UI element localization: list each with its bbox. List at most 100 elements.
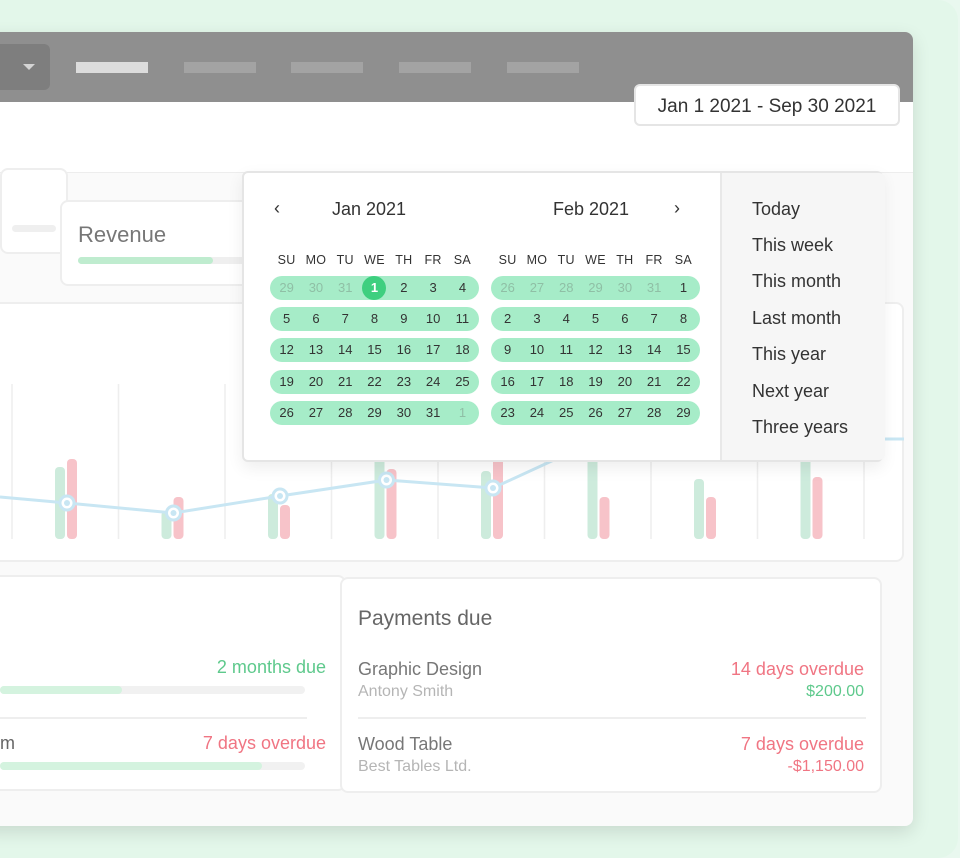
previous-month-button[interactable]: ‹ bbox=[274, 198, 280, 218]
calendar-day[interactable]: 31 bbox=[425, 404, 441, 420]
calendar-day[interactable]: 19 bbox=[279, 373, 294, 389]
payment-item-name[interactable]: Graphic Design bbox=[358, 659, 483, 679]
calendar-day[interactable]: 16 bbox=[500, 373, 515, 389]
preset-today[interactable]: Today bbox=[752, 199, 801, 219]
calendar-day[interactable]: 21 bbox=[338, 373, 353, 389]
selected-day[interactable]: 1 bbox=[360, 276, 389, 300]
calendar-day[interactable]: 3 bbox=[429, 280, 437, 295]
calendar-day[interactable]: 23 bbox=[500, 404, 515, 420]
nav-item[interactable] bbox=[184, 62, 256, 73]
weekday-label: MO bbox=[305, 253, 327, 267]
calendar-day[interactable]: 5 bbox=[283, 311, 291, 327]
calendar-day[interactable]: 19 bbox=[588, 373, 603, 389]
calendar-week-row: 5 6 7 8 9 10 11 bbox=[270, 307, 480, 332]
calendar-day[interactable]: 14 bbox=[338, 342, 353, 358]
calendar-day[interactable]: 29 bbox=[676, 404, 691, 420]
calendar-day[interactable]: 9 bbox=[504, 342, 512, 358]
calendar-day[interactable]: 4 bbox=[458, 280, 467, 295]
calendar-day[interactable]: 7 bbox=[650, 311, 658, 327]
calendar-day[interactable]: 27 bbox=[617, 404, 633, 420]
calendar-day[interactable]: 13 bbox=[617, 342, 633, 358]
calendar-day[interactable]: 27 bbox=[529, 280, 545, 295]
calendar-day[interactable]: 27 bbox=[308, 404, 324, 420]
calendar-day[interactable]: 22 bbox=[676, 373, 691, 389]
calendar-day[interactable]: 17 bbox=[425, 342, 441, 358]
calendar-day[interactable]: 13 bbox=[308, 342, 324, 358]
preset-this-month[interactable]: This month bbox=[752, 271, 842, 291]
calendar-day[interactable]: 4 bbox=[562, 311, 570, 327]
calendar-day[interactable]: 28 bbox=[338, 404, 353, 420]
calendar-day[interactable]: 24 bbox=[425, 373, 441, 389]
calendar-day[interactable]: 26 bbox=[279, 404, 294, 420]
date-range-button[interactable]: Jan 1 2021 - Sep 30 2021 bbox=[634, 84, 900, 126]
calendar-day[interactable]: 29 bbox=[588, 280, 603, 295]
calendar-day[interactable]: 5 bbox=[591, 311, 600, 327]
chart-bar-red bbox=[706, 497, 716, 539]
preset-next-year[interactable]: Next year bbox=[752, 381, 830, 401]
stat-card bbox=[0, 168, 68, 254]
calendar-day[interactable]: 9 bbox=[400, 311, 408, 327]
calendar-day[interactable]: 16 bbox=[396, 342, 412, 358]
calendar-day[interactable]: 23 bbox=[396, 373, 412, 389]
calendar-week-row: 23 24 25 26 27 28 29 bbox=[491, 400, 701, 425]
calendar-day[interactable]: 12 bbox=[588, 342, 603, 358]
calendar-day[interactable]: 25 bbox=[455, 373, 470, 389]
calendar-day[interactable]: 10 bbox=[529, 342, 545, 358]
calendar-day[interactable]: 17 bbox=[529, 373, 545, 389]
calendar-day[interactable]: 25 bbox=[559, 404, 574, 420]
weekday-label: FR bbox=[424, 253, 442, 267]
right-month-title: Feb 2021 bbox=[553, 199, 630, 219]
calendar-day[interactable]: 28 bbox=[646, 404, 662, 420]
calendar-day[interactable]: 6 bbox=[312, 311, 320, 327]
nav-item[interactable] bbox=[399, 62, 471, 73]
calendar-day[interactable]: 10 bbox=[425, 311, 441, 327]
calendar-day[interactable]: 7 bbox=[341, 311, 349, 327]
calendar-day[interactable]: 11 bbox=[455, 311, 470, 327]
calendar-day[interactable]: 2 bbox=[400, 280, 408, 295]
payments-title: Payments due bbox=[358, 607, 493, 630]
calendar-day[interactable]: 28 bbox=[559, 280, 574, 295]
calendar-day[interactable]: 31 bbox=[646, 280, 662, 295]
calendar-day[interactable]: 15 bbox=[367, 342, 382, 358]
workspace-dropdown[interactable] bbox=[0, 44, 50, 90]
preset-this-week[interactable]: This week bbox=[752, 235, 834, 255]
calendar-day[interactable]: 24 bbox=[529, 404, 545, 420]
weekday-label: TH bbox=[616, 253, 634, 267]
calendar-day[interactable]: 11 bbox=[559, 342, 573, 358]
calendar-day[interactable]: 15 bbox=[676, 342, 691, 358]
calendar-day[interactable]: 6 bbox=[621, 311, 629, 327]
calendar-day[interactable]: 1 bbox=[458, 404, 467, 420]
payment-item-name[interactable]: Wood Table bbox=[358, 734, 453, 754]
nav-item[interactable] bbox=[507, 62, 579, 73]
calendar-day[interactable]: 29 bbox=[279, 280, 294, 295]
calendar-day[interactable]: 18 bbox=[455, 342, 470, 358]
calendar-day[interactable]: 26 bbox=[588, 404, 603, 420]
calendar-day[interactable]: 22 bbox=[367, 373, 382, 389]
calendar-day[interactable]: 26 bbox=[500, 280, 515, 295]
calendar-day[interactable]: 1 bbox=[679, 280, 688, 295]
next-month-button[interactable]: › bbox=[674, 198, 680, 218]
weekday-label: WE bbox=[364, 253, 385, 267]
preset-last-month[interactable]: Last month bbox=[752, 308, 842, 328]
calendar-day[interactable]: 31 bbox=[338, 280, 353, 295]
nav-item[interactable] bbox=[291, 62, 363, 73]
revenue-card[interactable]: Revenue bbox=[60, 200, 260, 286]
calendar-day[interactable]: 29 bbox=[367, 404, 382, 420]
calendar-day[interactable]: 14 bbox=[646, 342, 662, 358]
preset-three-years[interactable]: Three years bbox=[752, 417, 849, 437]
calendar-day[interactable]: 18 bbox=[559, 373, 574, 389]
calendar-day[interactable]: 20 bbox=[617, 373, 633, 389]
preset-this-year[interactable]: This year bbox=[752, 344, 827, 364]
calendar-day[interactable]: 2 bbox=[504, 311, 512, 327]
calendar-day[interactable]: 30 bbox=[617, 280, 633, 295]
calendar-day[interactable]: 21 bbox=[646, 373, 662, 389]
payments-due-card: Payments due Graphic Design Antony Smith… bbox=[340, 577, 882, 793]
nav-item-active[interactable] bbox=[76, 62, 148, 73]
calendar-day[interactable]: 30 bbox=[308, 280, 324, 295]
calendar-day[interactable]: 3 bbox=[533, 311, 541, 327]
calendar-day[interactable]: 8 bbox=[370, 311, 379, 327]
calendar-day[interactable]: 8 bbox=[679, 311, 688, 327]
calendar-day[interactable]: 30 bbox=[396, 404, 412, 420]
calendar-day[interactable]: 12 bbox=[279, 342, 294, 358]
calendar-day[interactable]: 20 bbox=[308, 373, 324, 389]
